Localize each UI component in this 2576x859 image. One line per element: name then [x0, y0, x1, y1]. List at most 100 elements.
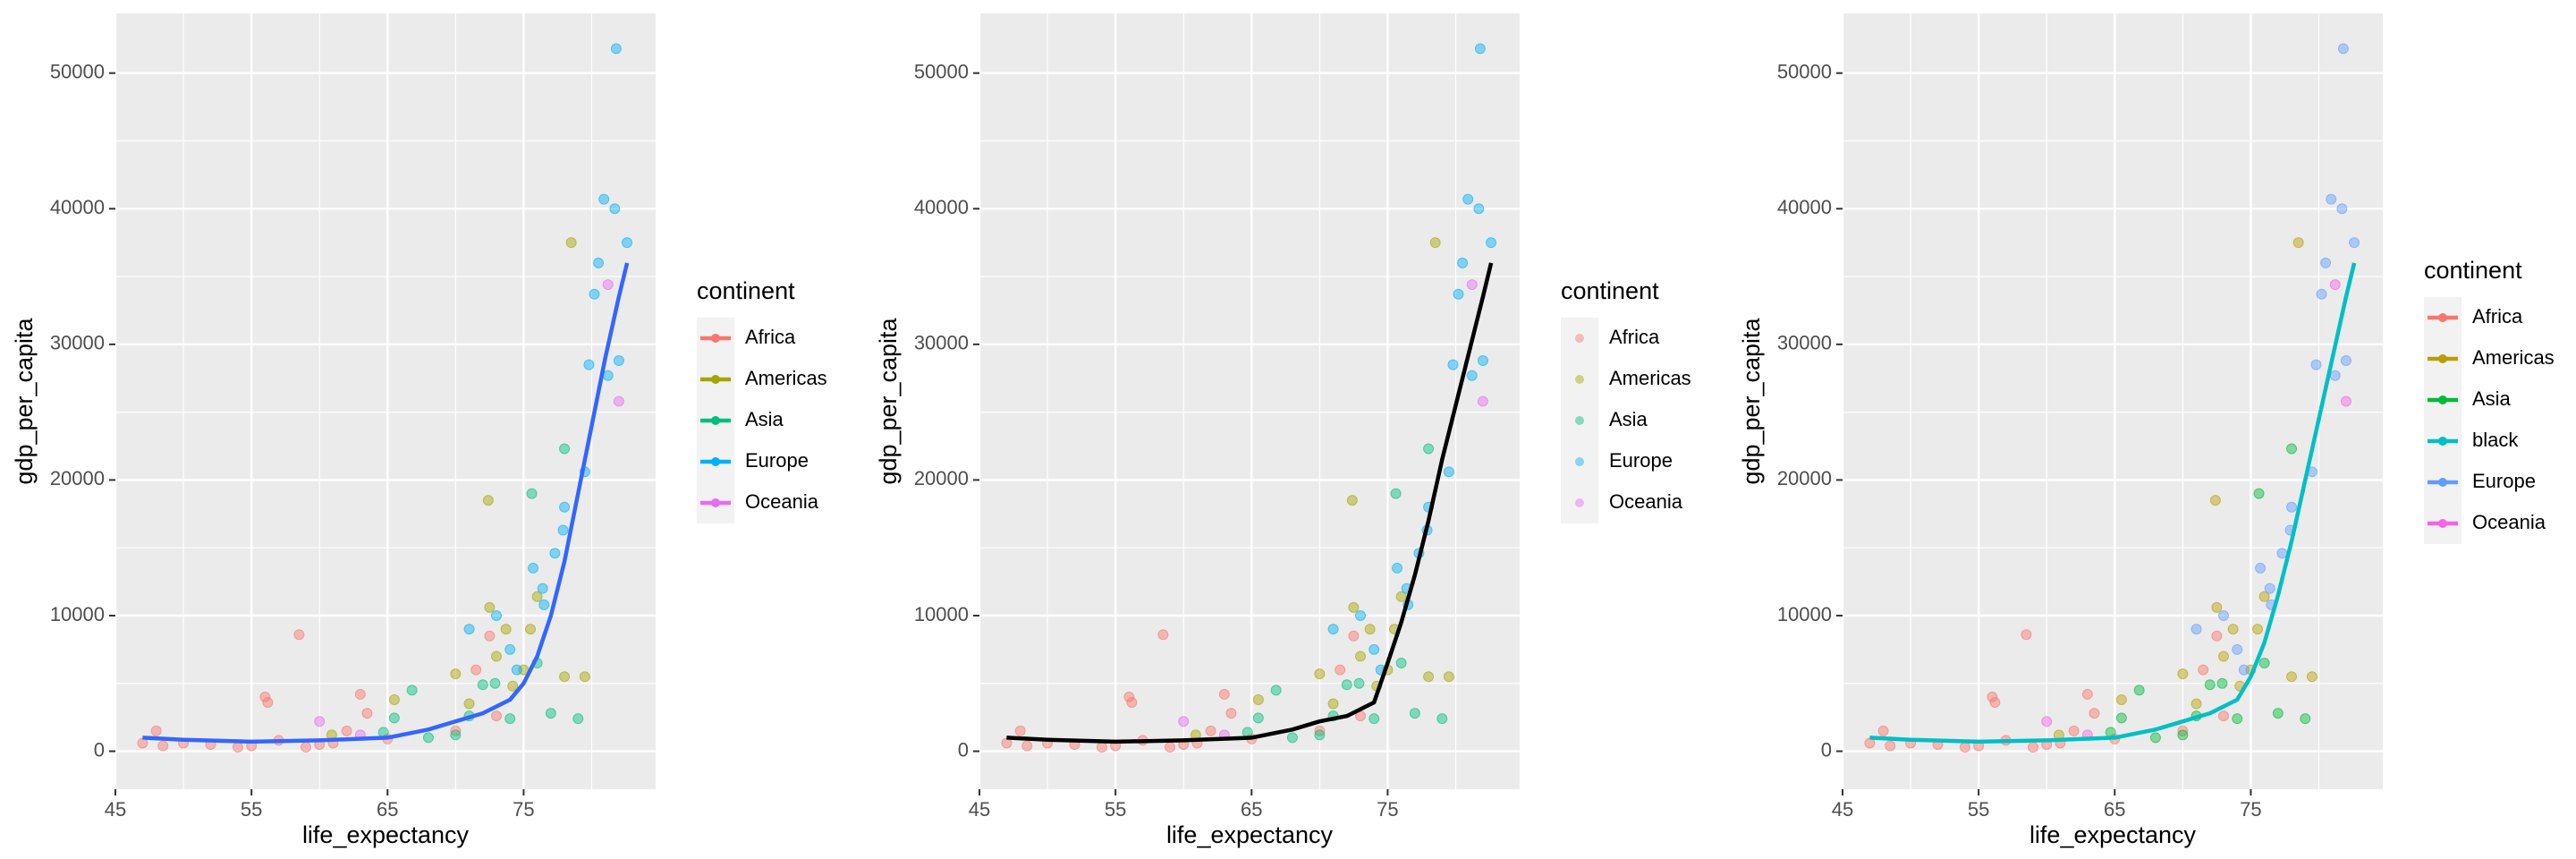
data-point [2255, 562, 2267, 574]
y-axis-title: gdp_per_capita [875, 317, 902, 484]
data-point [1885, 740, 1896, 752]
data-point [2041, 716, 2053, 727]
legend-point [711, 375, 720, 384]
data-point [1392, 562, 1403, 574]
x-tick-label: 65 [377, 798, 398, 821]
y-axis-title: gdp_per_capita [11, 317, 38, 484]
legend-title: continent [2424, 257, 2522, 284]
data-point [2211, 630, 2223, 642]
legend-label: Europe [1609, 449, 1673, 472]
legend-label: Africa [745, 326, 796, 348]
y-tick-label: 30000 [50, 332, 105, 354]
data-point [2329, 370, 2341, 381]
data-point [2286, 501, 2298, 513]
legend-point [2438, 395, 2447, 404]
data-point [511, 664, 522, 676]
data-point [2272, 708, 2284, 719]
legend-point [2438, 313, 2447, 322]
legend-point [2438, 437, 2447, 446]
y-tick-label: 40000 [1777, 196, 1832, 218]
data-point [1462, 193, 1474, 205]
data-point [557, 524, 569, 536]
data-point [572, 713, 584, 725]
legend-label: Africa [1609, 326, 1660, 348]
data-point [1252, 712, 1264, 724]
data-point [1327, 698, 1339, 710]
legend-point [711, 334, 720, 343]
data-point [1348, 601, 1360, 613]
legend-key [1561, 359, 1598, 400]
data-point [2081, 688, 2093, 700]
y-axis-title: gdp_per_capita [1738, 317, 1765, 484]
data-point [500, 624, 512, 635]
y-tick-label: 10000 [50, 603, 105, 625]
data-point [2292, 237, 2304, 249]
data-point [406, 685, 418, 696]
data-point [2068, 725, 2080, 736]
data-point [2177, 725, 2189, 736]
data-point [1453, 288, 1464, 300]
data-point [1473, 203, 1485, 215]
data-point [1409, 708, 1420, 719]
smooth-line [1006, 262, 1494, 744]
data-point [2336, 203, 2348, 215]
data-point [2204, 679, 2216, 691]
y-tick-label: 20000 [50, 467, 105, 489]
legend-point [1575, 375, 1584, 384]
data-point [2253, 488, 2265, 499]
data-point [2216, 677, 2228, 689]
data-point [1014, 725, 1026, 736]
data-point [528, 562, 539, 574]
data-point [489, 677, 501, 689]
data-point [1354, 651, 1366, 662]
data-point [2349, 237, 2360, 249]
data-point [422, 732, 434, 744]
data-point [1126, 696, 1138, 708]
data-point [538, 599, 550, 610]
data-point [2340, 355, 2351, 367]
data-point [150, 725, 162, 736]
data-point [2337, 43, 2349, 55]
legend-label: Americas [745, 367, 827, 389]
data-point [579, 671, 590, 683]
data-point [463, 698, 475, 710]
data-point [2027, 742, 2038, 753]
y-tick-label: 50000 [1777, 61, 1832, 83]
data-point [2177, 729, 2189, 741]
data-point [609, 203, 621, 215]
data-point [613, 395, 624, 407]
smooth-line [142, 262, 630, 744]
x-tick-label: 45 [105, 798, 126, 821]
data-point [1368, 713, 1380, 725]
data-point [2286, 443, 2298, 455]
data-point [2252, 624, 2264, 635]
data-point [2115, 693, 2127, 705]
y-tick-label: 30000 [914, 332, 969, 354]
data-point [2340, 395, 2351, 407]
data-point [1218, 688, 1230, 700]
data-point [1477, 355, 1488, 367]
data-point [1314, 729, 1326, 741]
y-tick-label: 50000 [50, 61, 105, 83]
data-point [1989, 696, 2001, 708]
legend-label: Americas [1609, 367, 1691, 389]
data-point [232, 742, 243, 753]
data-point [1346, 495, 1358, 506]
data-point [622, 237, 633, 249]
legend-key [1561, 400, 1598, 441]
data-point [2217, 710, 2229, 722]
data-point [2232, 643, 2243, 655]
data-point [1443, 466, 1454, 478]
legend-label: Europe [2472, 470, 2536, 492]
data-point [1335, 664, 1346, 676]
legend-point [1575, 334, 1584, 343]
data-point [598, 193, 610, 205]
x-axis-title: life_expectancy [1166, 821, 1334, 848]
data-point [450, 725, 462, 736]
data-point [157, 740, 169, 752]
legend-key [1561, 441, 1598, 482]
y-tick-label: 10000 [1777, 603, 1832, 625]
data-point [1205, 725, 1216, 736]
data-point [1447, 359, 1459, 370]
